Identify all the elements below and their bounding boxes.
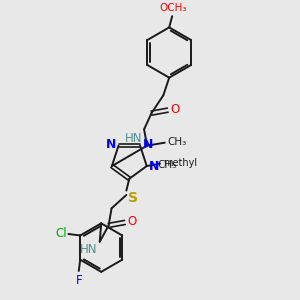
Text: HN: HN (125, 132, 142, 145)
Text: OCH₃: OCH₃ (159, 3, 187, 13)
Text: HN: HN (80, 243, 98, 256)
Text: methyl: methyl (163, 158, 197, 168)
Text: N: N (149, 160, 160, 172)
Text: S: S (128, 191, 138, 206)
Text: F: F (76, 274, 83, 287)
Text: N: N (142, 139, 153, 152)
Text: O: O (127, 215, 136, 228)
Text: N: N (106, 139, 116, 152)
Text: O: O (170, 103, 179, 116)
Text: CH₃: CH₃ (157, 160, 176, 170)
Text: Cl: Cl (55, 227, 67, 240)
Text: CH₃: CH₃ (168, 137, 187, 147)
